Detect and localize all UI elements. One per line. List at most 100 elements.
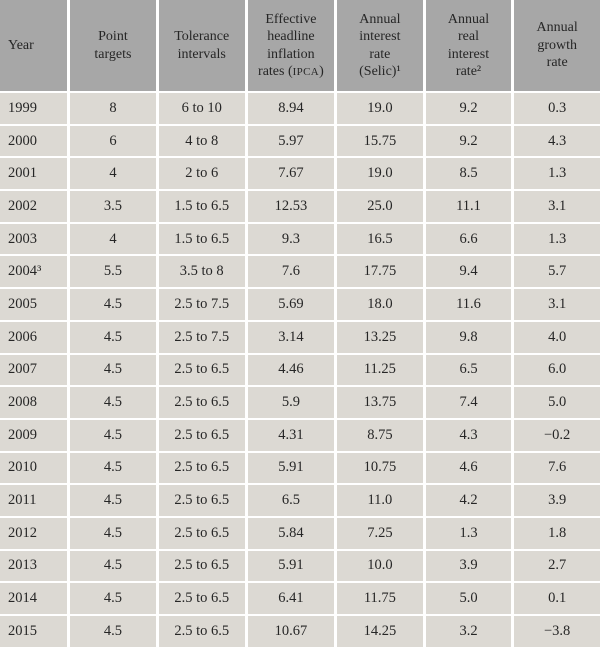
table-cell-annual-interest-rate-selic: 10.75: [337, 452, 423, 484]
table-cell-annual-interest-rate-selic: 25.0: [337, 191, 423, 222]
table-cell-annual-real-interest-rate: 6.5: [425, 354, 512, 386]
column-header-annual-interest-rate-selic: Annual interest rate (Selic)¹: [337, 0, 423, 91]
table-cell-tolerance-intervals: 1.5 to 6.5: [158, 223, 245, 255]
table-row: 2007 4.5 2.5 to 6.5 4.46 11.25 6.5 6.0: [0, 354, 600, 386]
table-cell-tolerance-intervals: 2.5 to 7.5: [158, 289, 245, 320]
table-cell-effective-headline-inflation-rates-ipca: 5.97: [247, 125, 335, 157]
table-cell-tolerance-intervals: 6 to 10: [158, 93, 245, 124]
table-cell-point-targets: 4.5: [70, 616, 156, 647]
table-cell-tolerance-intervals: 2.5 to 6.5: [158, 550, 245, 582]
table-cell-year: 2000: [0, 125, 68, 157]
table-cell-annual-real-interest-rate: 9.8: [425, 321, 512, 353]
table-cell-tolerance-intervals: 3.5 to 8: [158, 256, 245, 288]
table-cell-point-targets: 4: [70, 158, 156, 190]
table-cell-annual-real-interest-rate: 4.3: [425, 419, 512, 451]
table-cell-point-targets: 6: [70, 125, 156, 157]
table-cell-effective-headline-inflation-rates-ipca: 5.9: [247, 387, 335, 418]
table-cell-year: 2001: [0, 158, 68, 190]
table-cell-tolerance-intervals: 4 to 8: [158, 125, 245, 157]
column-header-point-targets: Point targets: [70, 0, 156, 91]
table-cell-annual-growth-rate: −0.2: [514, 419, 600, 451]
table-cell-point-targets: 4.5: [70, 419, 156, 451]
table-row: 2006 4.5 2.5 to 7.5 3.14 13.25 9.8 4.0: [0, 321, 600, 353]
table-cell-point-targets: 4: [70, 223, 156, 255]
table-cell-annual-interest-rate-selic: 11.75: [337, 583, 423, 614]
table-cell-annual-interest-rate-selic: 7.25: [337, 517, 423, 549]
table-row: 2008 4.5 2.5 to 6.5 5.9 13.75 7.4 5.0: [0, 387, 600, 418]
table-cell-annual-growth-rate: 3.1: [514, 289, 600, 320]
table-cell-effective-headline-inflation-rates-ipca: 7.67: [247, 158, 335, 190]
table-cell-annual-interest-rate-selic: 11.25: [337, 354, 423, 386]
table-cell-annual-real-interest-rate: 4.2: [425, 485, 512, 516]
table-cell-annual-interest-rate-selic: 18.0: [337, 289, 423, 320]
table-cell-annual-growth-rate: 5.7: [514, 256, 600, 288]
table-cell-effective-headline-inflation-rates-ipca: 3.14: [247, 321, 335, 353]
table-cell-tolerance-intervals: 2.5 to 6.5: [158, 616, 245, 647]
table-cell-annual-real-interest-rate: 7.4: [425, 387, 512, 418]
table-cell-year: 2008: [0, 387, 68, 418]
table-cell-point-targets: 4.5: [70, 550, 156, 582]
table-cell-effective-headline-inflation-rates-ipca: 5.69: [247, 289, 335, 320]
table-cell-point-targets: 4.5: [70, 321, 156, 353]
table-row: 2004³ 5.5 3.5 to 8 7.6 17.75 9.4 5.7: [0, 256, 600, 288]
table-cell-year: 2004³: [0, 256, 68, 288]
smallcaps-text: IPCA: [292, 65, 320, 78]
table-cell-effective-headline-inflation-rates-ipca: 12.53: [247, 191, 335, 222]
table-body: 1999 8 6 to 10 8.94 19.0 9.2 0.3 2000 6 4 to 8 5.9…: [0, 93, 600, 647]
table-cell-annual-real-interest-rate: 1.3: [425, 517, 512, 549]
table-cell-tolerance-intervals: 2.5 to 6.5: [158, 387, 245, 418]
column-header-tolerance-intervals: Tolerance intervals: [158, 0, 245, 91]
table-cell-annual-growth-rate: 1.3: [514, 223, 600, 255]
table-cell-annual-interest-rate-selic: 15.75: [337, 125, 423, 157]
table-cell-annual-real-interest-rate: 8.5: [425, 158, 512, 190]
table-cell-effective-headline-inflation-rates-ipca: 10.67: [247, 616, 335, 647]
table-cell-effective-headline-inflation-rates-ipca: 6.41: [247, 583, 335, 614]
table-cell-tolerance-intervals: 2.5 to 6.5: [158, 517, 245, 549]
table-cell-year: 2003: [0, 223, 68, 255]
table-cell-annual-real-interest-rate: 4.6: [425, 452, 512, 484]
table-cell-annual-real-interest-rate: 3.2: [425, 616, 512, 647]
table-cell-annual-growth-rate: 1.3: [514, 158, 600, 190]
table-cell-annual-growth-rate: 6.0: [514, 354, 600, 386]
table-cell-annual-real-interest-rate: 11.1: [425, 191, 512, 222]
table-cell-tolerance-intervals: 1.5 to 6.5: [158, 191, 245, 222]
table-cell-year: 2006: [0, 321, 68, 353]
table-cell-point-targets: 4.5: [70, 452, 156, 484]
table-cell-tolerance-intervals: 2.5 to 7.5: [158, 321, 245, 353]
table-row: 2005 4.5 2.5 to 7.5 5.69 18.0 11.6 3.1: [0, 289, 600, 320]
table-cell-effective-headline-inflation-rates-ipca: 9.3: [247, 223, 335, 255]
table-cell-annual-growth-rate: 3.1: [514, 191, 600, 222]
table-row: 2010 4.5 2.5 to 6.5 5.91 10.75 4.6 7.6: [0, 452, 600, 484]
table-cell-annual-growth-rate: −3.8: [514, 616, 600, 647]
table-cell-annual-real-interest-rate: 3.9: [425, 550, 512, 582]
column-header-annual-real-interest-rate: Annual real interest rate²: [425, 0, 512, 91]
table-row: 2009 4.5 2.5 to 6.5 4.31 8.75 4.3 −0.2: [0, 419, 600, 451]
table-cell-tolerance-intervals: 2.5 to 6.5: [158, 452, 245, 484]
table-cell-annual-interest-rate-selic: 14.25: [337, 616, 423, 647]
table-cell-year: 2012: [0, 517, 68, 549]
table-cell-tolerance-intervals: 2.5 to 6.5: [158, 419, 245, 451]
table-row: 2002 3.5 1.5 to 6.5 12.53 25.0 11.1 3.1: [0, 191, 600, 222]
table-cell-effective-headline-inflation-rates-ipca: 6.5: [247, 485, 335, 516]
table-cell-year: 2013: [0, 550, 68, 582]
table-cell-point-targets: 4.5: [70, 517, 156, 549]
table-cell-year: 2010: [0, 452, 68, 484]
table-row: 2015 4.5 2.5 to 6.5 10.67 14.25 3.2 −3.8: [0, 616, 600, 647]
table-cell-point-targets: 3.5: [70, 191, 156, 222]
table-row: 2003 4 1.5 to 6.5 9.3 16.5 6.6 1.3: [0, 223, 600, 255]
table-cell-point-targets: 4.5: [70, 583, 156, 614]
table-cell-annual-real-interest-rate: 9.2: [425, 125, 512, 157]
table-cell-annual-growth-rate: 0.3: [514, 93, 600, 124]
table-cell-point-targets: 4.5: [70, 354, 156, 386]
table-row: 2012 4.5 2.5 to 6.5 5.84 7.25 1.3 1.8: [0, 517, 600, 549]
table-cell-year: 2014: [0, 583, 68, 614]
table-cell-effective-headline-inflation-rates-ipca: 4.31: [247, 419, 335, 451]
table-cell-year: 2015: [0, 616, 68, 647]
table-header: Year Point targets Tolerance intervals Effect…: [0, 0, 600, 91]
table-row: 1999 8 6 to 10 8.94 19.0 9.2 0.3: [0, 93, 600, 124]
table-cell-effective-headline-inflation-rates-ipca: 8.94: [247, 93, 335, 124]
header-row: Year Point targets Tolerance intervals Effect…: [0, 0, 600, 91]
table-cell-year: 2007: [0, 354, 68, 386]
column-header-year: Year: [0, 0, 68, 91]
